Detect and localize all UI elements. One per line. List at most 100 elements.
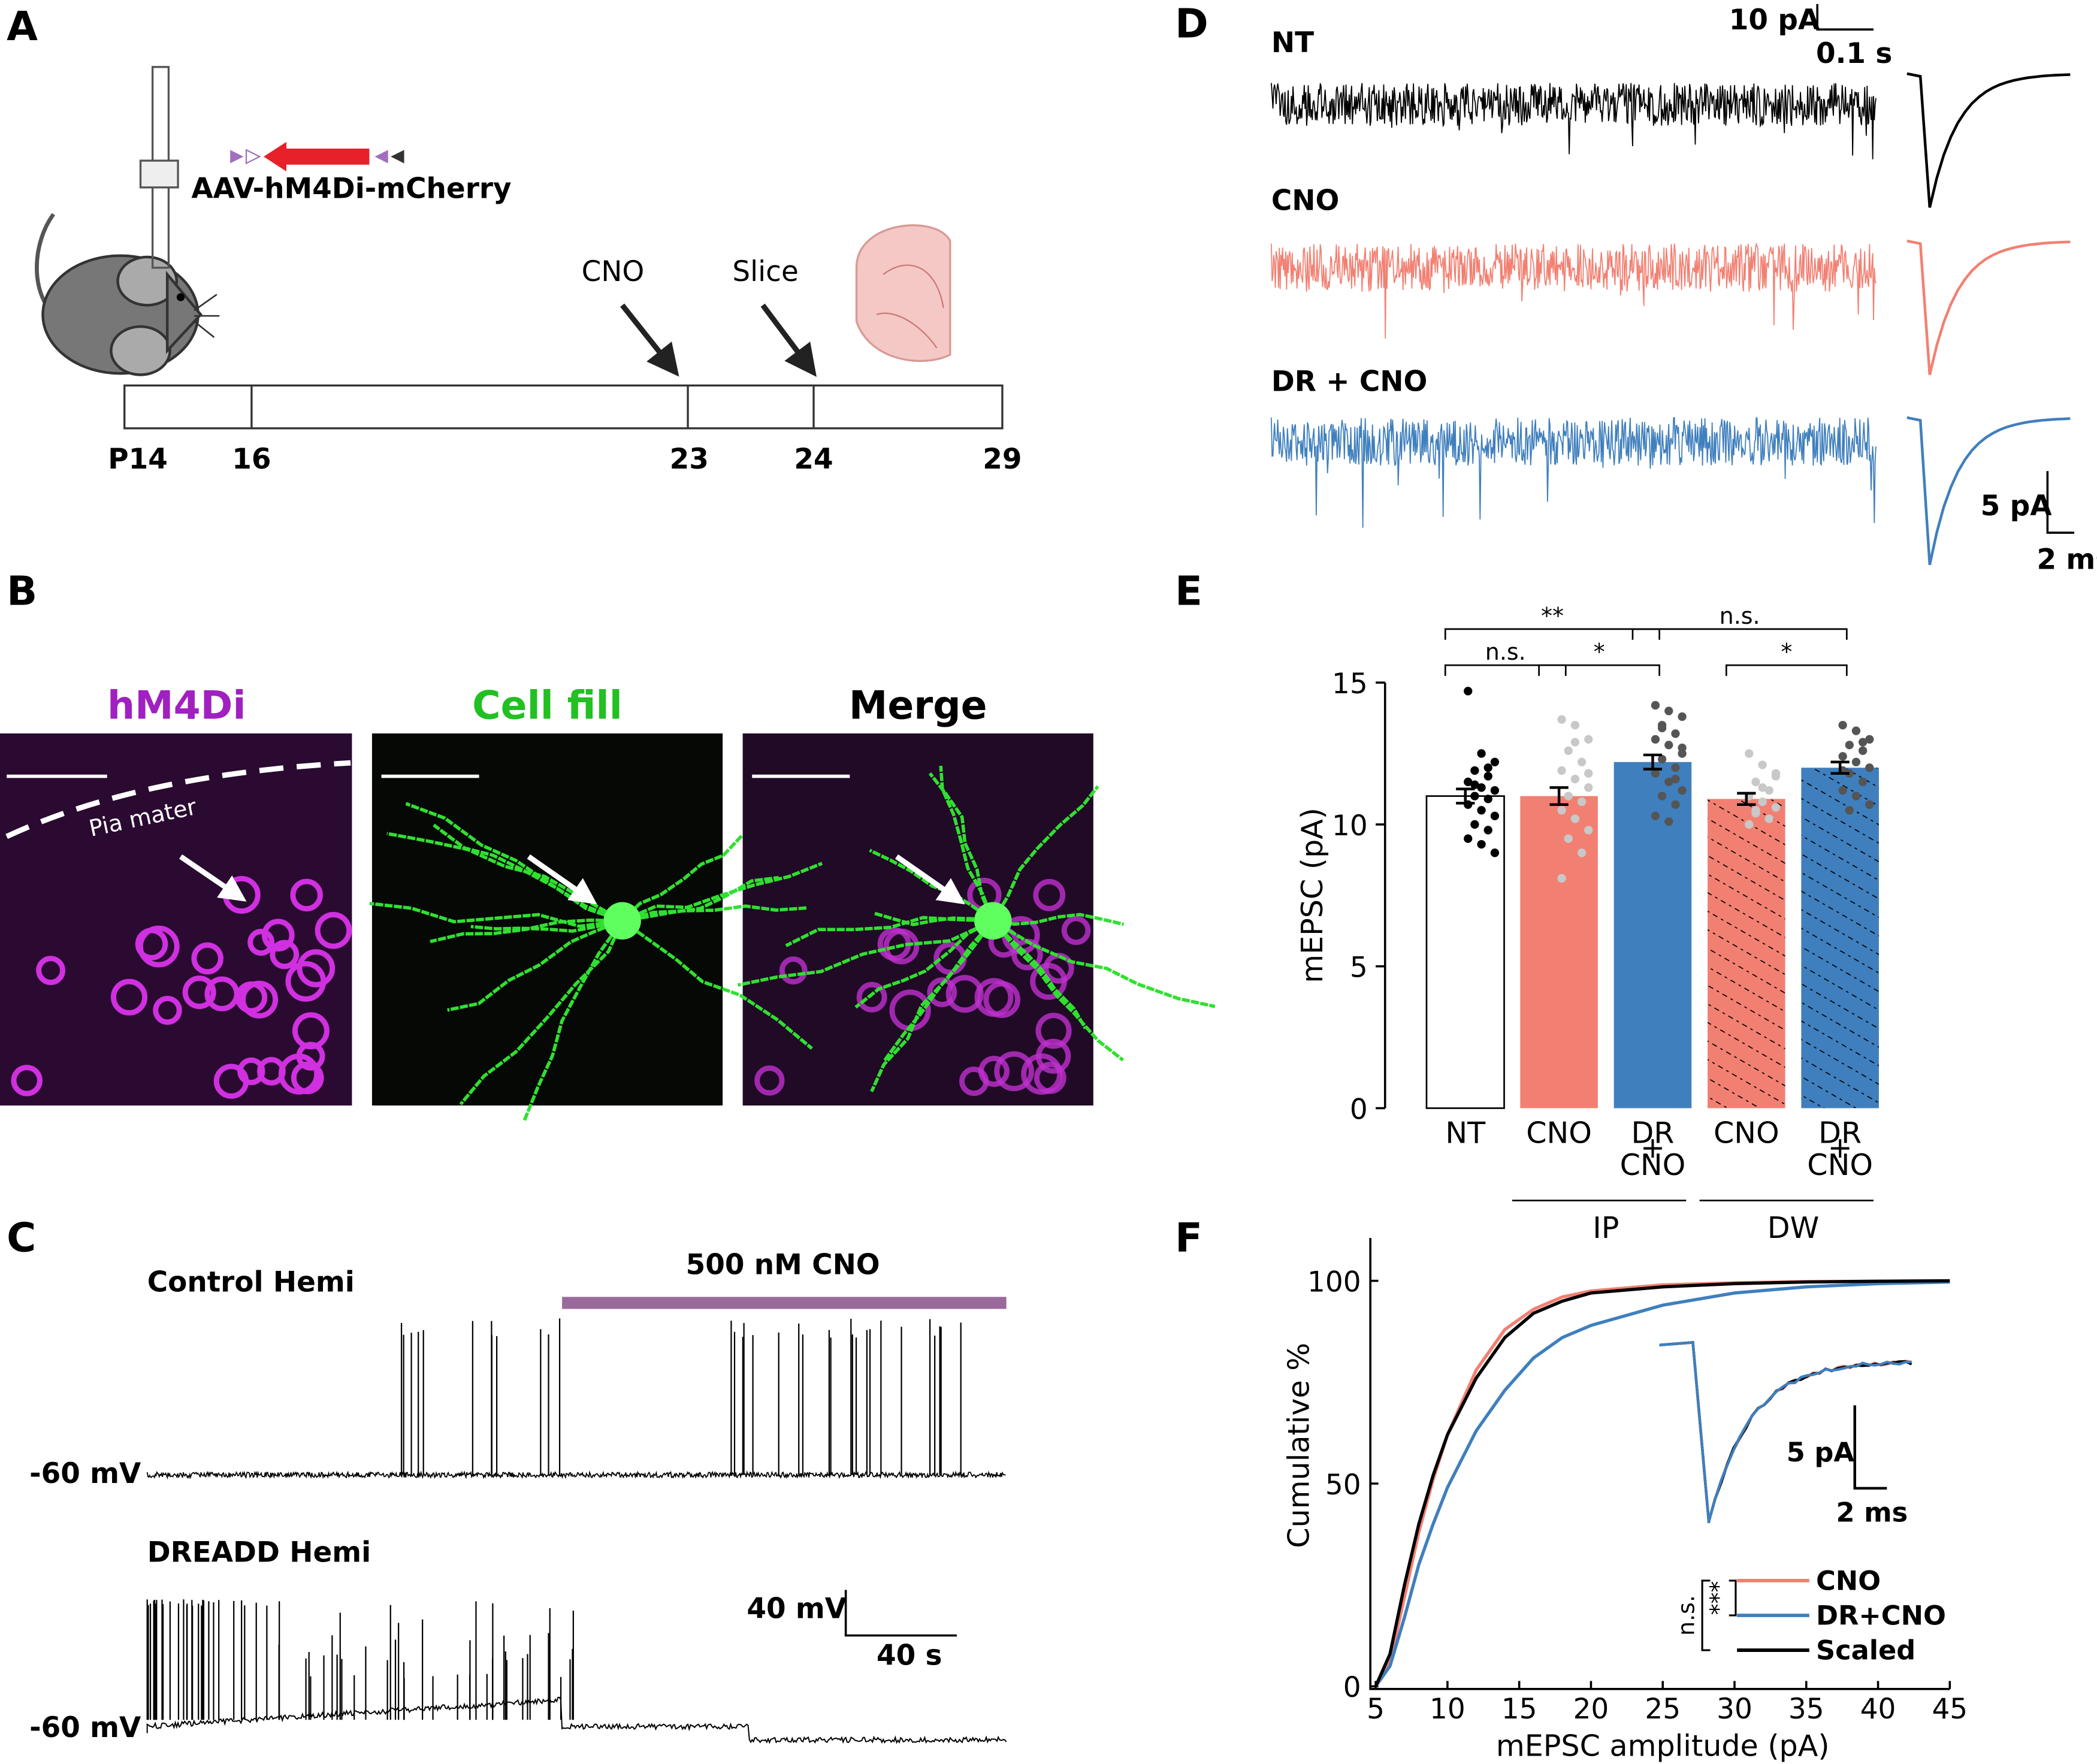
data-point	[1664, 706, 1673, 715]
scale-bar	[1816, 4, 1874, 31]
data-point	[1490, 811, 1500, 820]
dendrite	[992, 919, 1216, 1008]
x-axis-title: mEPSC amplitude (pA)	[1496, 1729, 1830, 1763]
data-point	[1470, 766, 1479, 775]
data-point	[1651, 735, 1660, 744]
dendrite	[854, 919, 994, 1009]
data-point	[1758, 797, 1767, 807]
baseline-label: -60 mV	[29, 1457, 141, 1490]
scale-label: 40 mV	[747, 1592, 847, 1625]
data-point	[1657, 723, 1667, 733]
data-point	[1477, 839, 1486, 849]
legend-label: Scaled	[1816, 1635, 1915, 1666]
cell	[983, 981, 1021, 1019]
cell	[270, 940, 300, 969]
data-point	[1470, 780, 1479, 789]
significance-label: n.s.	[1485, 639, 1526, 665]
significance-bracket	[1701, 1579, 1711, 1651]
data-point	[1657, 792, 1667, 801]
x-tick-label: CNO	[1714, 1116, 1779, 1150]
x-tick-label: DR+ CNO	[1620, 1116, 1686, 1183]
dendrite	[869, 848, 994, 923]
dendrite	[928, 772, 995, 922]
data-point	[1758, 783, 1767, 792]
brain-icon	[876, 264, 944, 349]
data-point	[1865, 735, 1874, 744]
axes	[1369, 1238, 1950, 1690]
cell	[945, 975, 984, 1013]
dendrite	[992, 919, 1125, 1062]
data-point	[1671, 763, 1680, 772]
panel-label: A	[7, 3, 38, 50]
x-tick-label: 20	[1573, 1693, 1609, 1726]
x-tick-label: CNO	[1526, 1116, 1592, 1150]
data-point	[1678, 786, 1687, 795]
data-point	[1477, 806, 1486, 815]
cell	[1061, 916, 1091, 946]
dendrite	[621, 919, 813, 1050]
cell	[213, 1064, 249, 1099]
micrograph	[0, 733, 352, 1106]
dendrite	[621, 833, 744, 922]
cell	[11, 1065, 43, 1097]
data-point	[1838, 721, 1847, 730]
age-label: 24	[794, 443, 833, 476]
data-point	[1490, 757, 1500, 766]
significance-label: n.s.	[1720, 603, 1760, 629]
significance-bracket	[1725, 664, 1848, 676]
cell	[36, 956, 65, 986]
data-point	[1764, 814, 1773, 823]
age-label: 29	[983, 443, 1022, 476]
series-line	[1374, 1279, 1950, 1687]
significance-bracket	[1444, 664, 1567, 676]
y-axis-title: Cumulative %	[1281, 1343, 1316, 1548]
cell	[292, 1012, 330, 1050]
error-bar	[1549, 786, 1569, 807]
soma	[603, 902, 641, 940]
construct-diagram	[230, 141, 404, 171]
event-arrow	[760, 303, 817, 377]
legend-label: CNO	[1816, 1566, 1881, 1597]
event-arrow	[620, 303, 679, 377]
data-point	[1584, 826, 1593, 835]
data-point	[1651, 700, 1660, 710]
panel-label: D	[1175, 1, 1208, 47]
dendrite	[992, 913, 1125, 926]
y-tick-label: 0	[1343, 1671, 1361, 1704]
data-point	[1483, 772, 1492, 781]
data-point	[1584, 769, 1593, 778]
dendrite	[873, 911, 993, 926]
data-point	[1577, 797, 1587, 807]
data-point	[1858, 746, 1868, 755]
pia-boundary	[5, 760, 351, 839]
y-tick-label: 5	[1350, 952, 1368, 984]
dendrite	[621, 862, 823, 923]
cell	[204, 976, 240, 1011]
panel-label: C	[7, 1214, 36, 1261]
cell	[927, 977, 957, 1007]
data-point	[1564, 746, 1573, 755]
image-title: Cell fill	[472, 684, 623, 729]
y-axis-title: mEPSC (pA)	[1295, 808, 1329, 983]
data-point	[1564, 792, 1573, 801]
group-label: IP	[1593, 1210, 1619, 1245]
data-point	[1671, 729, 1680, 738]
cell	[1021, 1053, 1063, 1095]
bar-hatch	[1801, 768, 1879, 1108]
dendrite	[470, 919, 623, 933]
dendrite	[405, 802, 623, 923]
y-tick-label: 50	[1325, 1469, 1361, 1502]
bar-hatch	[1708, 799, 1785, 1108]
data-point	[1584, 735, 1593, 744]
cell-arrow	[179, 854, 247, 902]
cell	[994, 1051, 1034, 1092]
data-point	[1470, 792, 1479, 801]
cell	[261, 919, 295, 952]
x-tick-label: 5	[1367, 1693, 1385, 1726]
dendrite	[522, 920, 624, 1122]
cell	[110, 978, 148, 1016]
cell	[278, 1053, 320, 1095]
event-average	[1906, 72, 2071, 208]
scale-label: 40 s	[877, 1639, 942, 1672]
